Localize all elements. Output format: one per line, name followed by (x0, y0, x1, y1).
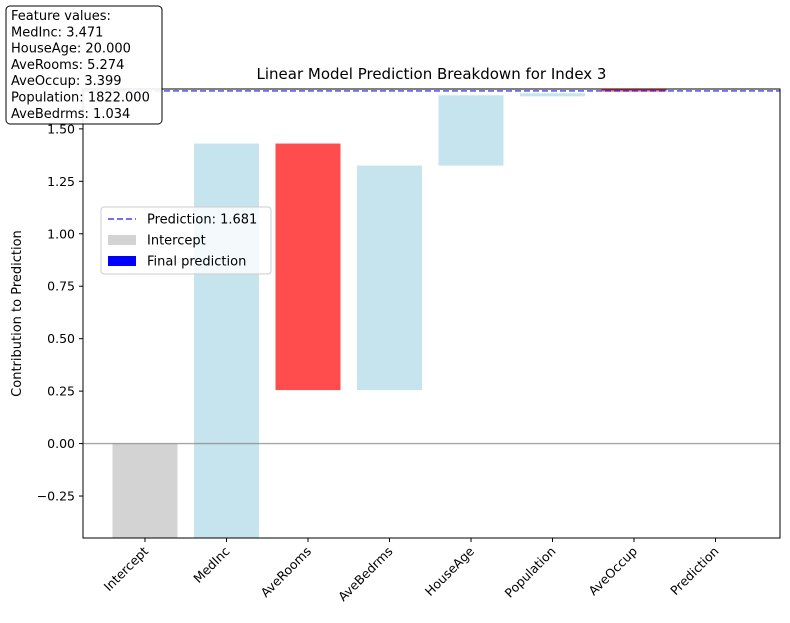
y-tick-label: −0.25 (37, 489, 75, 504)
plot-frame (82, 88, 781, 539)
info-line: Feature values: (11, 9, 111, 24)
legend-swatch-intercept (108, 235, 136, 245)
legend-entry-label: Prediction: 1.681 (147, 213, 257, 228)
x-tick-label: AveOccup (585, 543, 640, 598)
x-tick-label: AveBedrms (335, 544, 396, 605)
y-tick-label: 0.75 (47, 279, 75, 294)
info-line: AveBedrms: 1.034 (11, 107, 130, 122)
bar-averooms (275, 143, 341, 391)
legend: Prediction: 1.681 Intercept Final predicti… (100, 206, 272, 275)
y-tick-label: 1.25 (47, 174, 75, 189)
info-line: Population: 1822.000 (11, 91, 150, 106)
info-line: AveOccup: 3.399 (11, 74, 122, 89)
y-axis-label: Contribution to Prediction (10, 230, 25, 397)
y-tick-label: 0.00 (47, 436, 75, 451)
legend-swatch-final (108, 256, 136, 266)
info-box-frame (5, 5, 163, 125)
y-tick-label: 0.50 (47, 331, 75, 346)
y-tick-label: 0.25 (47, 384, 75, 399)
bar-intercept (112, 443, 178, 538)
chart-title: Linear Model Prediction Breakdown for In… (257, 65, 607, 83)
bar-houseage (438, 95, 504, 166)
bar-population (520, 93, 585, 97)
x-axis-ticks: Intercept MedInc AveRooms AveBedrms HouseAge… (101, 538, 722, 604)
info-line: MedInc: 3.471 (11, 25, 103, 40)
x-tick-label: MedInc (190, 543, 232, 585)
legend-frame (100, 206, 272, 275)
bar-avebedrms (357, 165, 422, 391)
info-line: AveRooms: 5.274 (11, 58, 124, 73)
y-tick-label: 1.00 (47, 226, 75, 241)
y-axis-ticks: −0.25 0.00 0.25 0.50 0.75 1.00 1.25 1.50 (37, 121, 83, 504)
info-line: HouseAge: 20.000 (11, 42, 131, 57)
feature-values-box: Feature values:MedInc: 3.471 HouseAge: 20… (5, 5, 163, 125)
bars-layer (112, 89, 667, 539)
x-tick-label: Intercept (101, 543, 152, 594)
legend-entry-label: Intercept (147, 234, 206, 249)
y-tick-label: 1.50 (47, 121, 75, 136)
x-tick-label: HouseAge (422, 543, 478, 599)
x-tick-label: Prediction (667, 544, 722, 599)
bar-medinc (194, 143, 259, 539)
legend-entry-label: Final prediction (147, 255, 246, 270)
x-tick-label: Population (502, 544, 559, 601)
x-tick-label: AveRooms (258, 544, 315, 601)
